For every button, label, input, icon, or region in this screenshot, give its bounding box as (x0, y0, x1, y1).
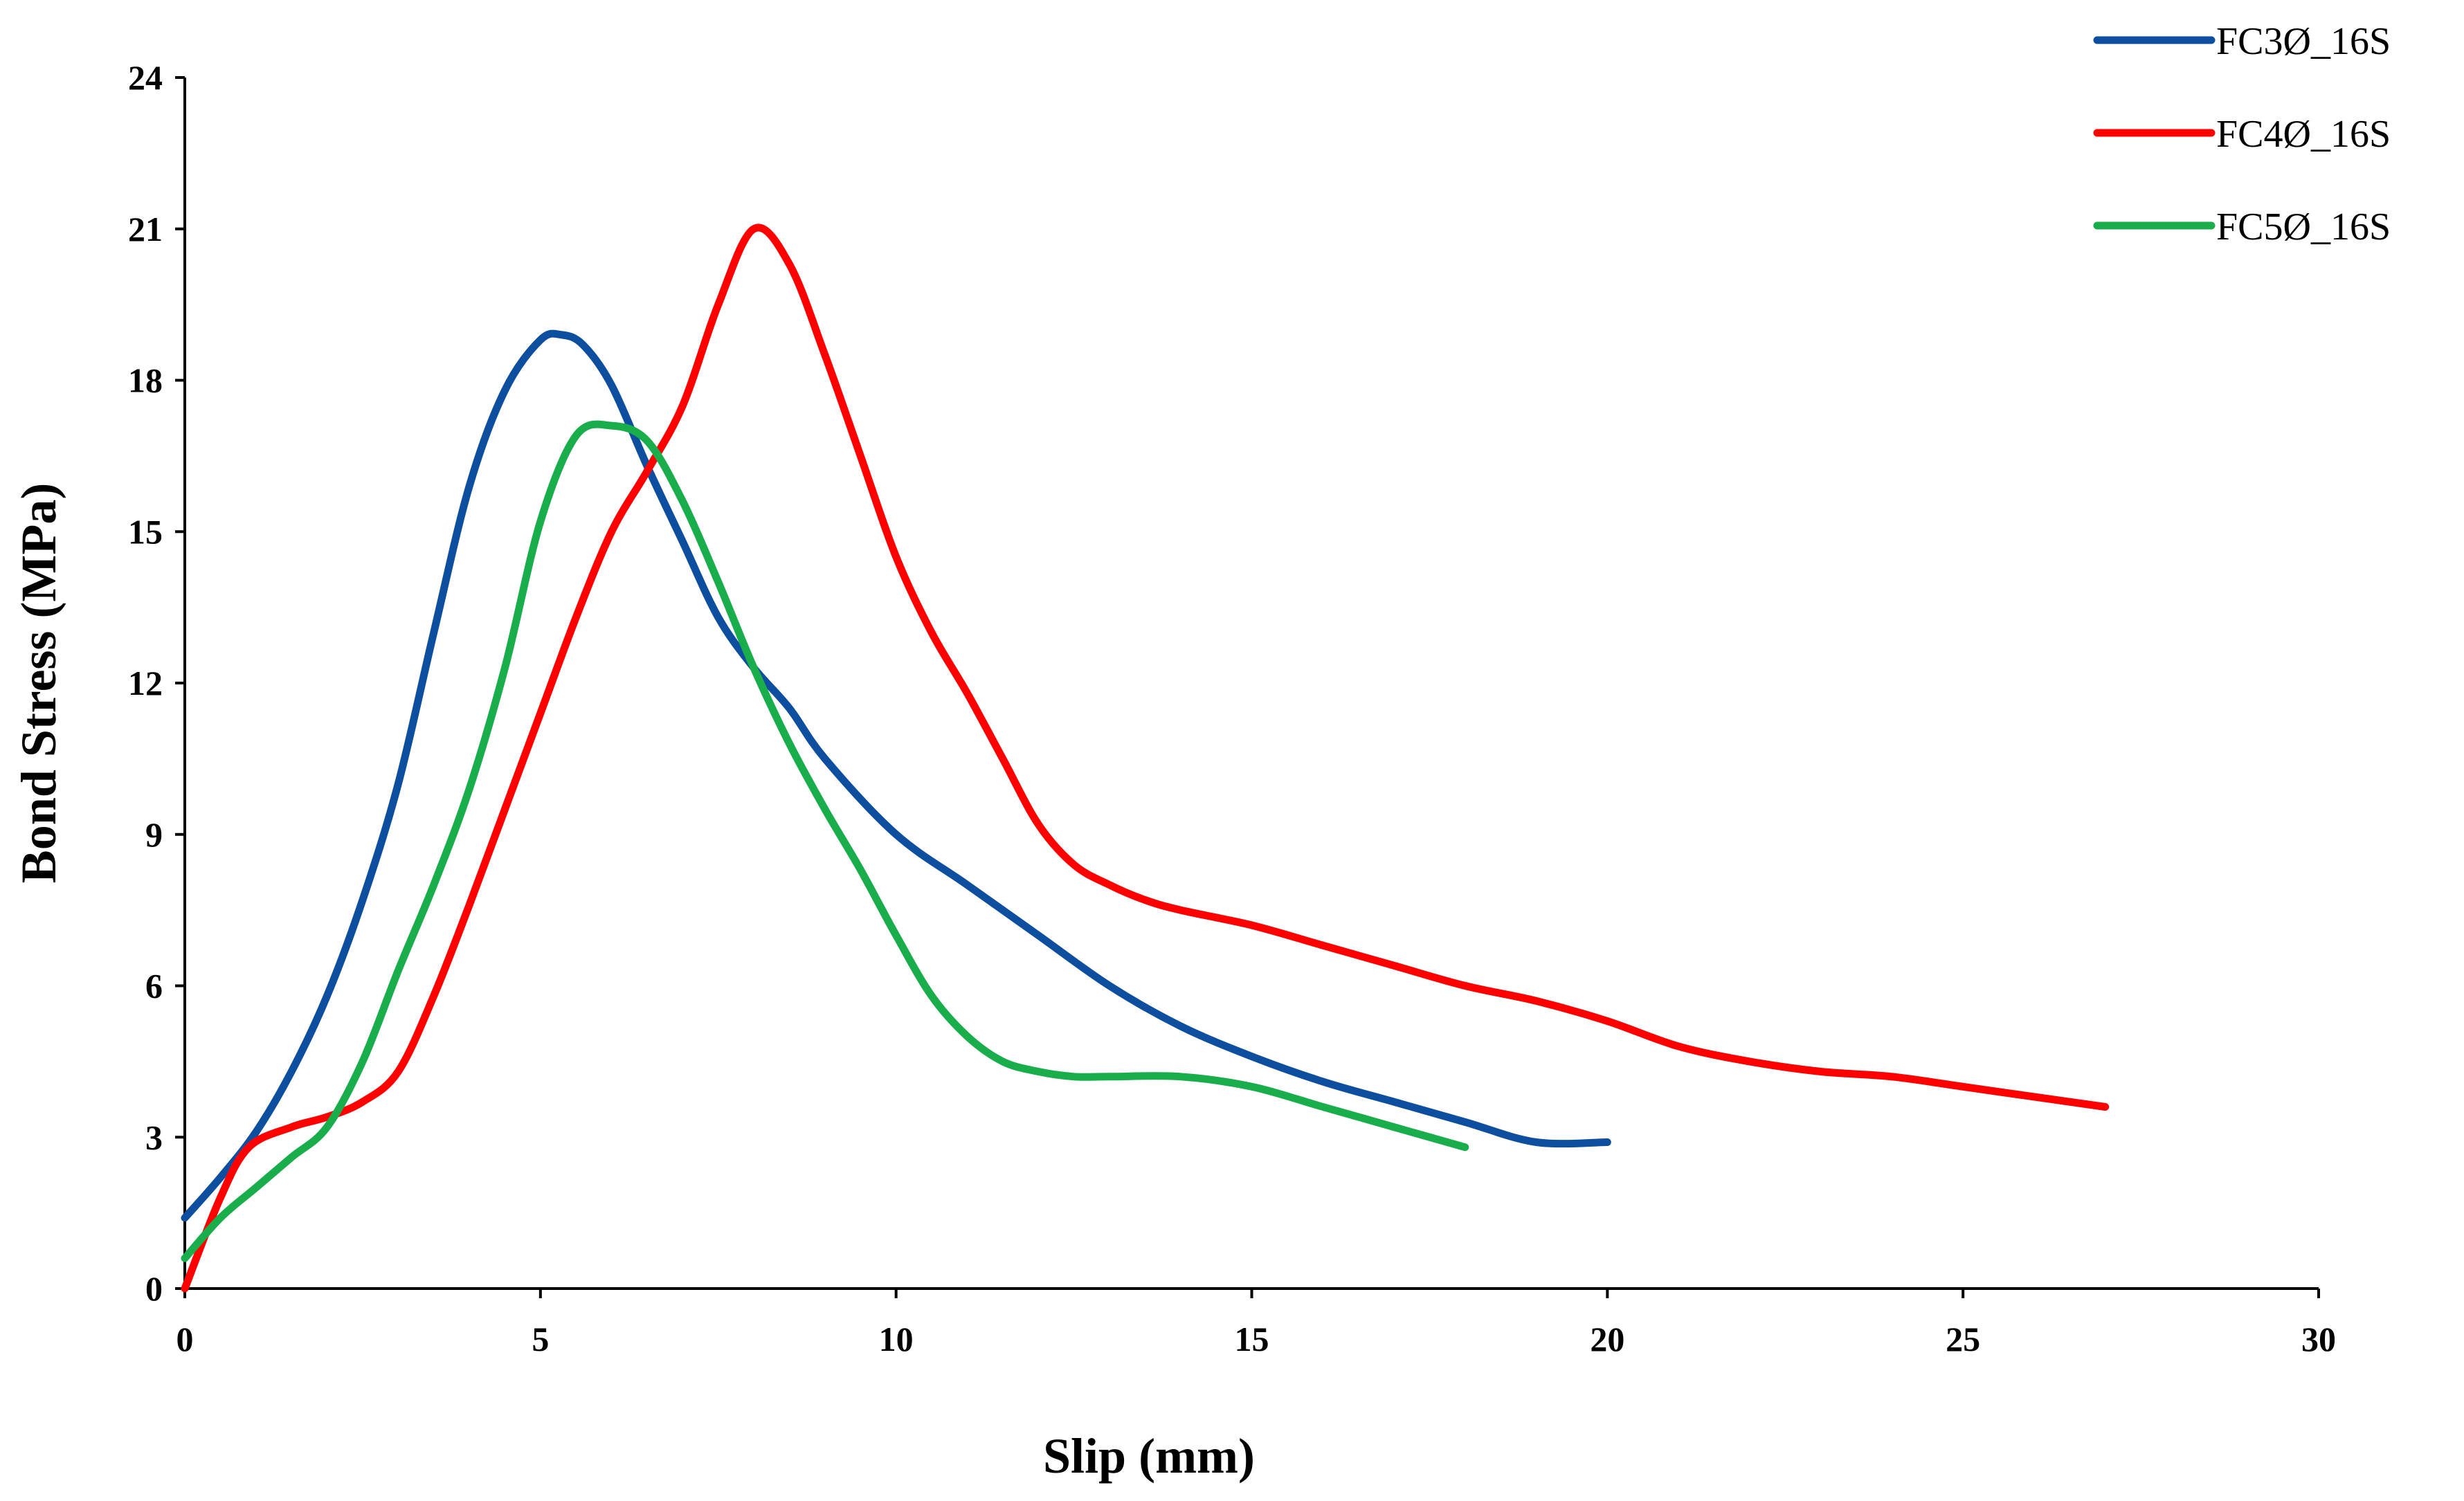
y-tick-label: 15 (128, 512, 163, 551)
x-tick-label: 0 (176, 1320, 194, 1358)
y-tick-label: 0 (145, 1269, 163, 1308)
y-tick-label: 3 (145, 1118, 163, 1156)
y-tick-label: 21 (128, 210, 163, 248)
legend: FC3Ø_16S FC4Ø_16S FC5Ø_16S (2093, 20, 2391, 248)
series-lines (181, 224, 2110, 1293)
y-axis-ticks: 0 3 6 9 12 15 18 21 24 (128, 58, 185, 1308)
y-axis-title: Bond Stress (MPa) (11, 483, 66, 884)
x-axis-title: Slip (mm) (1043, 1428, 1255, 1484)
y-tick-label: 6 (145, 967, 163, 1006)
series-line-fc5-16s (181, 420, 1469, 1262)
y-tick-label: 9 (145, 815, 163, 854)
x-tick-label: 5 (532, 1320, 549, 1358)
legend-label: FC5Ø_16S (2216, 206, 2391, 248)
series-line-fc4-16s (181, 224, 2110, 1293)
plot-area: 0 3 6 9 12 15 18 21 24 0 5 10 15 20 25 30 (128, 58, 2336, 1358)
x-tick-label: 15 (1235, 1320, 1269, 1358)
x-tick-label: 20 (1590, 1320, 1624, 1358)
x-axis-ticks: 0 5 10 15 20 25 30 (176, 1289, 2336, 1358)
series-line-fc3-16s (181, 329, 1611, 1222)
x-tick-label: 25 (1946, 1320, 1980, 1358)
y-tick-label: 24 (128, 58, 163, 97)
x-tick-label: 10 (879, 1320, 914, 1358)
y-tick-label: 12 (128, 664, 163, 702)
y-tick-label: 18 (128, 361, 163, 400)
legend-label: FC4Ø_16S (2216, 113, 2391, 156)
legend-label: FC3Ø_16S (2216, 20, 2391, 63)
x-tick-label: 30 (2301, 1320, 2336, 1358)
